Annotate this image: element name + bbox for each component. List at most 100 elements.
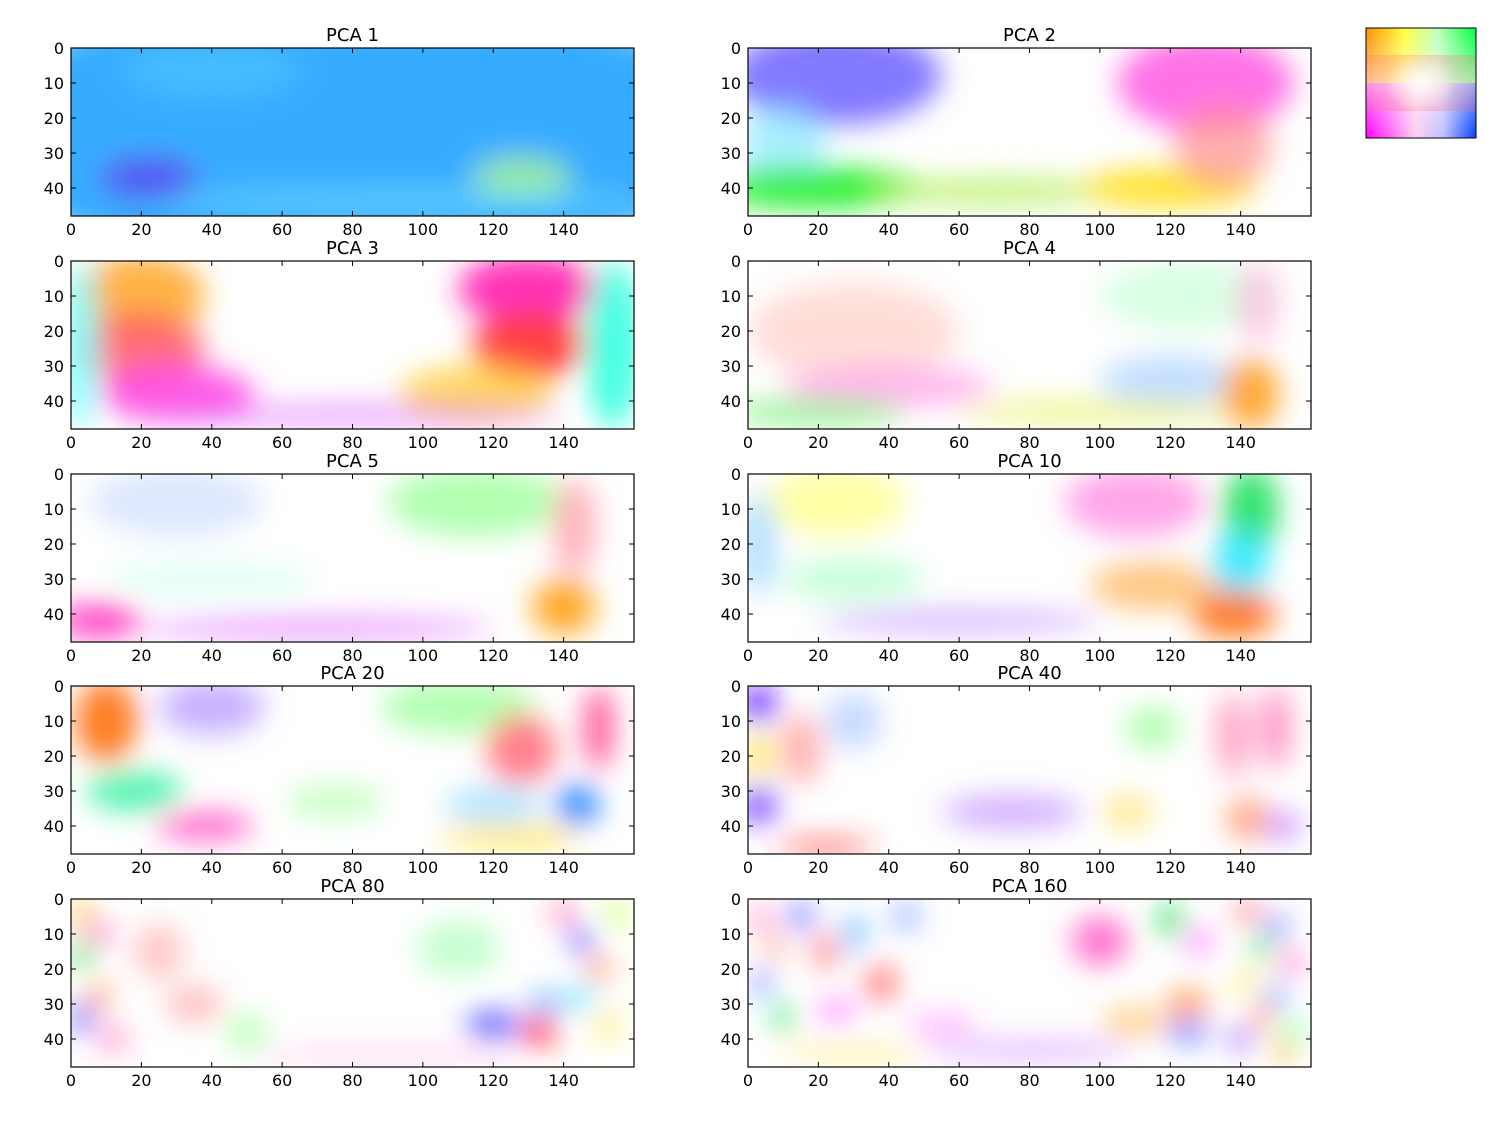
y-tick-label: 40 (721, 605, 741, 624)
x-tick-label: 80 (342, 1071, 362, 1090)
y-tick-label: 40 (44, 179, 64, 198)
heatmap-blob (443, 787, 543, 823)
x-tick-label: 120 (478, 433, 509, 452)
y-tick-label: 20 (721, 960, 741, 979)
heatmap-blob (134, 923, 184, 980)
panel-title: PCA 160 (992, 876, 1068, 897)
x-tick-label: 60 (272, 220, 292, 239)
x-tick-label: 40 (202, 858, 222, 877)
heatmap-blob (818, 610, 1100, 632)
heatmap-blob (748, 491, 777, 597)
x-tick-label: 0 (743, 433, 753, 452)
y-tick-label: 20 (721, 535, 741, 554)
x-tick-label: 60 (272, 433, 292, 452)
heatmap-blob (1156, 902, 1185, 938)
y-tick-label: 0 (731, 39, 741, 58)
heatmap-blob (88, 920, 110, 948)
x-tick-label: 40 (879, 646, 899, 665)
panel-2: PCA 2 0 20 40 60 80 100 120 140 0 10 20 30 40 (721, 25, 1312, 239)
heatmap-blob (1223, 359, 1280, 429)
heatmap-image (748, 899, 1311, 1067)
heatmap-blob (486, 714, 557, 784)
y-tick-label: 30 (721, 144, 741, 163)
x-tick-label: 60 (949, 858, 969, 877)
x-tick-label: 100 (1085, 433, 1116, 452)
heatmap-blob (106, 561, 318, 597)
y-tick-label: 40 (721, 817, 741, 836)
x-tick-label: 100 (408, 220, 439, 239)
y-tick-label: 20 (44, 747, 64, 766)
heatmap-blob (755, 906, 770, 934)
heatmap-blob (285, 784, 385, 819)
heatmap-blob (1099, 261, 1276, 331)
heatmap-blob (783, 558, 924, 600)
x-tick-label: 60 (949, 646, 969, 665)
heatmap-blob (776, 840, 875, 854)
heatmap-blob (71, 1004, 93, 1032)
heatmap-blob (1251, 937, 1273, 959)
x-tick-label: 120 (1155, 858, 1186, 877)
y-tick-label: 30 (721, 570, 741, 589)
x-tick-label: 120 (478, 858, 509, 877)
heatmap-blob (141, 404, 564, 426)
heatmap-blob (790, 902, 812, 931)
heatmap-image (71, 686, 634, 854)
x-tick-label: 60 (949, 1071, 969, 1090)
heatmap-blob (380, 686, 536, 735)
x-tick-label: 40 (879, 858, 899, 877)
x-tick-label: 40 (202, 1071, 222, 1090)
panel-title: PCA 20 (320, 663, 384, 684)
heatmap-blob (1261, 686, 1290, 770)
heatmap-blob (458, 261, 599, 324)
heatmap-blob (553, 902, 575, 924)
x-tick-label: 120 (1155, 220, 1186, 239)
heatmap-blob (748, 686, 777, 721)
heatmap-blob (584, 686, 613, 770)
heatmap-image (748, 48, 1311, 216)
y-tick-label: 10 (721, 287, 741, 306)
heatmap-blob (1230, 1028, 1252, 1050)
heatmap-blob (1237, 972, 1259, 994)
y-tick-label: 20 (44, 109, 64, 128)
heatmap-blob (779, 714, 822, 784)
y-tick-label: 40 (721, 1030, 741, 1049)
x-tick-label: 140 (548, 1071, 579, 1090)
heatmap-blob (472, 310, 585, 380)
heatmap-blob (528, 993, 564, 1015)
panel-title: PCA 2 (1003, 25, 1056, 46)
heatmap-blob (158, 686, 265, 735)
x-tick-label: 140 (548, 433, 579, 452)
heatmap-blob (772, 1004, 794, 1032)
heatmap-blob (531, 579, 596, 635)
heatmap-blob (1282, 1021, 1304, 1043)
heatmap-blob (748, 282, 960, 380)
x-tick-label: 140 (1225, 858, 1256, 877)
y-tick-label: 0 (731, 890, 741, 909)
y-tick-label: 20 (44, 535, 64, 554)
panel-8: PCA 40 0 20 40 60 80 100 120 140 0 10 20 30 40 (721, 663, 1312, 877)
heatmap-blob (1212, 530, 1269, 600)
x-tick-label: 20 (808, 220, 828, 239)
panel-title: PCA 1 (326, 25, 379, 46)
x-tick-label: 100 (408, 433, 439, 452)
x-tick-label: 20 (808, 858, 828, 877)
x-tick-label: 120 (1155, 1071, 1186, 1090)
y-tick-label: 20 (721, 109, 741, 128)
x-tick-label: 40 (879, 1071, 899, 1090)
y-tick-label: 10 (44, 925, 64, 944)
heatmap-blob (595, 1011, 617, 1039)
heatmap-blob (825, 693, 882, 749)
heatmap-blob (783, 366, 995, 408)
x-tick-label: 0 (66, 858, 76, 877)
x-tick-label: 140 (1225, 220, 1256, 239)
y-tick-label: 40 (44, 1030, 64, 1049)
heatmap-blob (166, 986, 223, 1022)
x-tick-label: 20 (131, 646, 151, 665)
heatmap-blob (1237, 261, 1280, 345)
heatmap-blob (246, 1049, 529, 1064)
heatmap-blob (748, 728, 773, 784)
heatmap-blob (755, 969, 770, 997)
x-tick-label: 120 (478, 1071, 509, 1090)
x-tick-label: 140 (548, 858, 579, 877)
